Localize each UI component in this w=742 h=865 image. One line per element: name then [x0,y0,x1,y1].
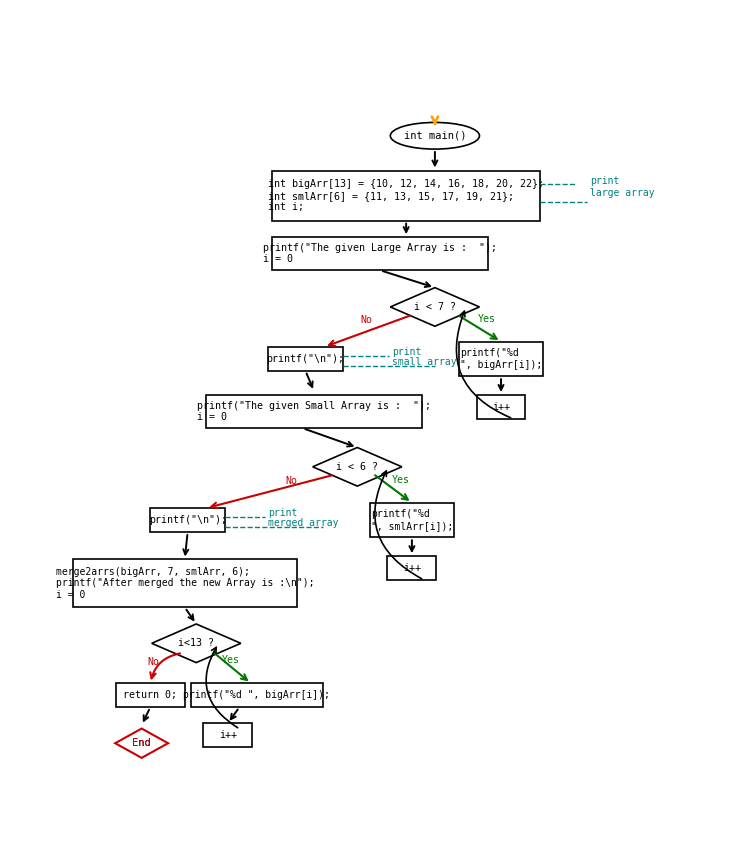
FancyBboxPatch shape [268,347,343,371]
Text: print: print [268,509,298,518]
FancyBboxPatch shape [150,508,225,532]
FancyBboxPatch shape [459,342,542,376]
FancyBboxPatch shape [370,503,453,537]
Text: print: print [590,176,620,186]
FancyBboxPatch shape [116,683,185,708]
Text: return 0;: return 0; [123,690,177,701]
Text: int main(): int main() [404,131,466,141]
FancyBboxPatch shape [206,394,422,428]
Text: print: print [392,347,421,357]
Text: i < 7 ?: i < 7 ? [414,302,456,312]
Text: No: No [147,657,159,667]
Text: No: No [360,315,372,325]
FancyBboxPatch shape [203,723,252,747]
Text: merge2arrs(bigArr, 7, smlArr, 6);
printf("After merged the new Array is :\n");
i: merge2arrs(bigArr, 7, smlArr, 6); printf… [56,567,314,600]
Text: printf("\n");: printf("\n"); [266,354,344,364]
Polygon shape [151,624,241,663]
Text: i++: i++ [492,402,510,412]
Text: printf("%d
", bigArr[i]);: printf("%d ", bigArr[i]); [460,348,542,369]
Text: Yes: Yes [222,655,240,665]
Text: large array: large array [590,188,654,198]
Text: i<13 ?: i<13 ? [178,638,214,648]
FancyBboxPatch shape [191,683,323,708]
Text: End: End [132,738,151,748]
FancyBboxPatch shape [272,170,540,221]
Text: printf("The given Large Array is :  ");
i = 0: printf("The given Large Array is : "); i… [263,243,497,265]
Text: printf("\n");: printf("\n"); [148,515,226,525]
Text: No: No [285,477,297,486]
Text: printf("%d ", bigArr[i]);: printf("%d ", bigArr[i]); [183,690,330,701]
Text: i++: i++ [219,730,237,740]
FancyBboxPatch shape [476,394,525,419]
Text: printf("%d
", smlArr[i]);: printf("%d ", smlArr[i]); [371,509,453,531]
Text: merged array: merged array [268,518,338,529]
Polygon shape [115,728,168,758]
FancyBboxPatch shape [73,560,297,607]
Ellipse shape [390,123,479,149]
Text: Yes: Yes [478,314,496,324]
FancyBboxPatch shape [272,237,488,270]
Polygon shape [390,288,479,326]
Text: int bigArr[13] = {10, 12, 14, 16, 18, 20, 22};
int smlArr[6] = {11, 13, 15, 17, : int bigArr[13] = {10, 12, 14, 16, 18, 20… [268,179,544,212]
Text: End: End [132,738,151,748]
FancyBboxPatch shape [387,556,436,580]
Text: Yes: Yes [391,475,410,485]
Text: small array: small array [392,357,456,368]
Text: i++: i++ [403,563,421,573]
Text: printf("The given Small Array is :  ");
i = 0: printf("The given Small Array is : "); i… [197,400,431,422]
Text: i < 6 ?: i < 6 ? [336,462,378,471]
Polygon shape [312,447,402,486]
